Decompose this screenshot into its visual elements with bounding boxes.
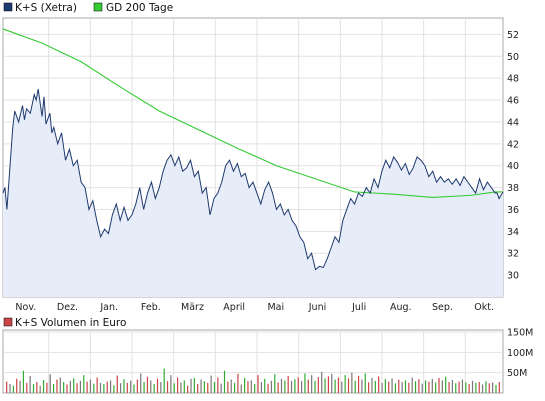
- volume-y-tick-label: 50M: [507, 368, 527, 379]
- volume-gridlines: [3, 330, 503, 393]
- volume-y-tick-label: 150M: [507, 328, 533, 339]
- legend-swatch-gd200: [93, 2, 103, 12]
- price-x-tick-label: Nov.: [15, 302, 36, 313]
- legend-label-volume: K+S Volumen in Euro: [15, 317, 126, 329]
- price-area-fill: [3, 89, 503, 298]
- volume-legend: K+S Volumen in Euro: [3, 317, 126, 329]
- legend-swatch-kplus-s: [3, 2, 13, 12]
- volume-plot-background: [2, 329, 504, 394]
- volume-y-axis: 50M 100M 150M: [507, 328, 533, 380]
- price-y-tick-label: 30: [507, 271, 519, 282]
- price-legend: K+S (Xetra) GD 200 Tage: [3, 2, 173, 14]
- price-x-tick-label: Juni: [308, 302, 326, 313]
- legend-label-kplus-s: K+S (Xetra): [15, 2, 77, 14]
- price-x-tick-label: April: [223, 302, 245, 313]
- price-y-tick-label: 46: [507, 96, 519, 107]
- legend-swatch-volume: [3, 317, 13, 327]
- price-y-tick-label: 48: [507, 74, 519, 85]
- price-y-tick-label: 32: [507, 249, 519, 260]
- price-series-line: [2, 89, 504, 271]
- volume-bars: [6, 368, 500, 393]
- price-y-tick-label: 50: [507, 52, 519, 63]
- volume-panel: 50M 100M 150M K+S Volumen in Euro: [2, 317, 533, 394]
- ma-200-line: [2, 28, 503, 198]
- volume-y-tick-label: 100M: [507, 348, 533, 359]
- price-y-tick-label: 44: [507, 117, 519, 128]
- price-y-tick-label: 38: [507, 183, 519, 194]
- price-y-tick-label: 36: [507, 205, 519, 216]
- price-x-axis: Nov. Dez. Jan. Feb. März April Mai Juni Juli Aug.…: [15, 302, 494, 313]
- price-x-tick-label: Juli: [351, 302, 366, 313]
- legend-label-gd200: GD 200 Tage: [106, 2, 173, 14]
- price-x-tick-label: Mai: [267, 302, 284, 313]
- price-x-tick-label: Feb.: [141, 302, 161, 313]
- price-x-tick-label: Jan.: [99, 302, 118, 313]
- price-x-tick-label: Sep.: [432, 302, 453, 313]
- price-y-tick-label: 52: [507, 30, 519, 41]
- price-x-tick-label: Okt.: [474, 302, 494, 313]
- price-y-tick-label: 42: [507, 139, 519, 150]
- price-x-tick-label: März: [181, 302, 204, 313]
- price-x-tick-label: Aug.: [390, 302, 412, 313]
- price-panel: 30 32 34 36 38 40 42 44 46 48 50 52 Nov. Dez. Jan. Feb…: [2, 2, 519, 313]
- price-y-axis: 30 32 34 36 38 40 42 44 46 48 50 52: [507, 30, 519, 282]
- price-y-tick-label: 34: [507, 227, 519, 238]
- price-x-tick-label: Dez.: [57, 302, 78, 313]
- price-y-tick-label: 40: [507, 161, 519, 172]
